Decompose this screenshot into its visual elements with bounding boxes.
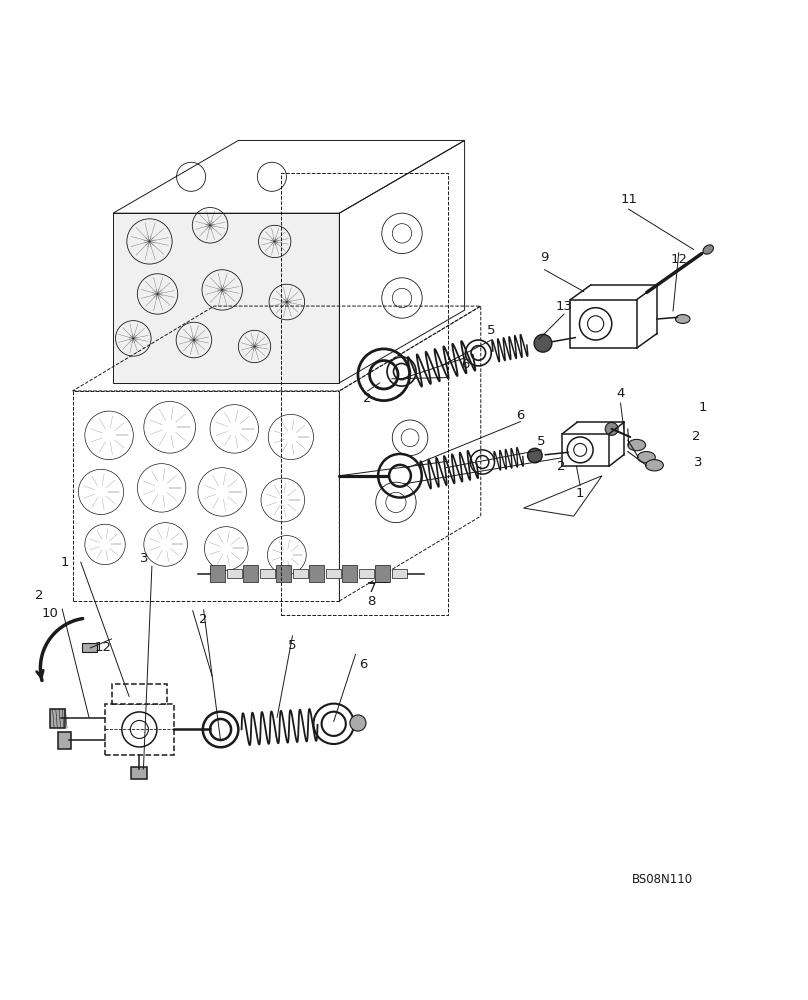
Text: 1: 1 — [576, 487, 584, 500]
Bar — [259, 569, 275, 578]
Text: BS08N110: BS08N110 — [632, 873, 693, 886]
Text: 5: 5 — [288, 639, 297, 652]
Text: 2: 2 — [364, 392, 372, 406]
Bar — [58, 732, 71, 749]
Bar — [82, 643, 97, 652]
Bar — [562, 434, 609, 466]
Circle shape — [528, 448, 542, 463]
Bar — [226, 569, 242, 578]
Bar — [243, 565, 259, 582]
Bar — [570, 300, 637, 348]
Text: 7: 7 — [368, 582, 376, 595]
Text: 11: 11 — [620, 193, 638, 206]
Text: 5: 5 — [537, 435, 545, 448]
Circle shape — [350, 715, 366, 731]
Ellipse shape — [703, 245, 713, 254]
Text: 12: 12 — [670, 253, 688, 266]
Text: 4: 4 — [617, 387, 625, 400]
Text: 2: 2 — [692, 430, 701, 443]
Text: 9: 9 — [541, 251, 549, 264]
Bar — [292, 569, 308, 578]
Polygon shape — [113, 213, 339, 383]
Bar — [375, 565, 390, 582]
Text: 8: 8 — [368, 595, 376, 608]
Text: 6: 6 — [516, 409, 524, 422]
Text: 2: 2 — [200, 613, 208, 626]
Bar — [50, 709, 65, 728]
Bar — [309, 565, 324, 582]
Ellipse shape — [646, 460, 663, 471]
Text: 2: 2 — [35, 589, 43, 602]
Ellipse shape — [628, 439, 646, 451]
Bar — [131, 767, 148, 779]
Bar — [210, 565, 225, 582]
Text: 12: 12 — [95, 641, 112, 654]
Bar — [392, 569, 406, 578]
Ellipse shape — [675, 315, 690, 323]
Text: 3: 3 — [140, 552, 148, 565]
Bar — [359, 569, 374, 578]
Text: 2: 2 — [557, 460, 565, 473]
Circle shape — [534, 334, 552, 352]
Text: 3: 3 — [694, 456, 702, 469]
Text: 5: 5 — [487, 324, 495, 337]
Text: 1: 1 — [699, 401, 707, 414]
Bar — [105, 704, 174, 755]
Text: 6: 6 — [461, 358, 469, 371]
Bar — [326, 569, 341, 578]
Text: 6: 6 — [360, 658, 368, 671]
Text: 1: 1 — [61, 556, 69, 569]
Text: 13: 13 — [555, 300, 573, 313]
Circle shape — [605, 422, 618, 435]
Ellipse shape — [638, 452, 655, 463]
Bar — [342, 565, 357, 582]
Text: 10: 10 — [42, 607, 58, 620]
Bar — [112, 684, 167, 704]
Bar — [276, 565, 291, 582]
